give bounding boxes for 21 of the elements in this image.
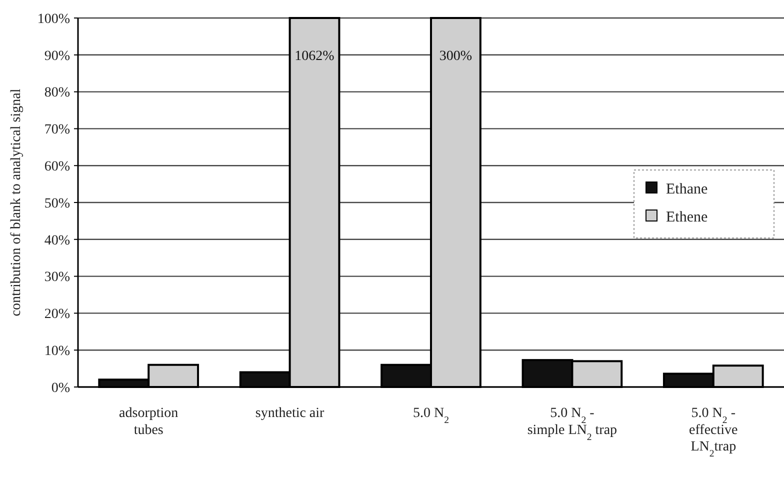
y-tick-label: 0% <box>51 380 70 396</box>
y-tick-label: 50% <box>44 196 70 212</box>
y-tick-label: 70% <box>44 122 70 138</box>
x-tick-label: 5.0 N$_{2}$ - effective LN$_{2}$trap <box>689 406 738 460</box>
y-axis-title: contribution of blank to analytical signal <box>9 88 24 316</box>
y-tick-label: 30% <box>44 270 70 286</box>
x-tick-label: synthetic air <box>255 406 325 421</box>
y-tick-label: 90% <box>44 48 70 64</box>
x-tick-label: adsorption tubes <box>119 406 178 438</box>
y-tick-label: 20% <box>44 307 70 322</box>
y-tick-label: 100% <box>37 12 70 27</box>
legend-label: Ethane <box>666 181 708 198</box>
y-tick-label: 60% <box>44 160 70 174</box>
annotation: 1062% <box>294 48 335 64</box>
y-tick-label: 40% <box>44 233 70 248</box>
y-tick-label: 80% <box>44 86 70 101</box>
annotation: 300% <box>439 48 472 64</box>
y-tick-label: 10% <box>44 344 70 359</box>
x-tick-label: 5.0 N$_{2}$ - simple LN$_{2}$ trap <box>527 406 618 442</box>
x-tick-label: 5.0 N$_{2}$ <box>412 406 450 426</box>
legend-label: Ethene <box>666 209 708 226</box>
